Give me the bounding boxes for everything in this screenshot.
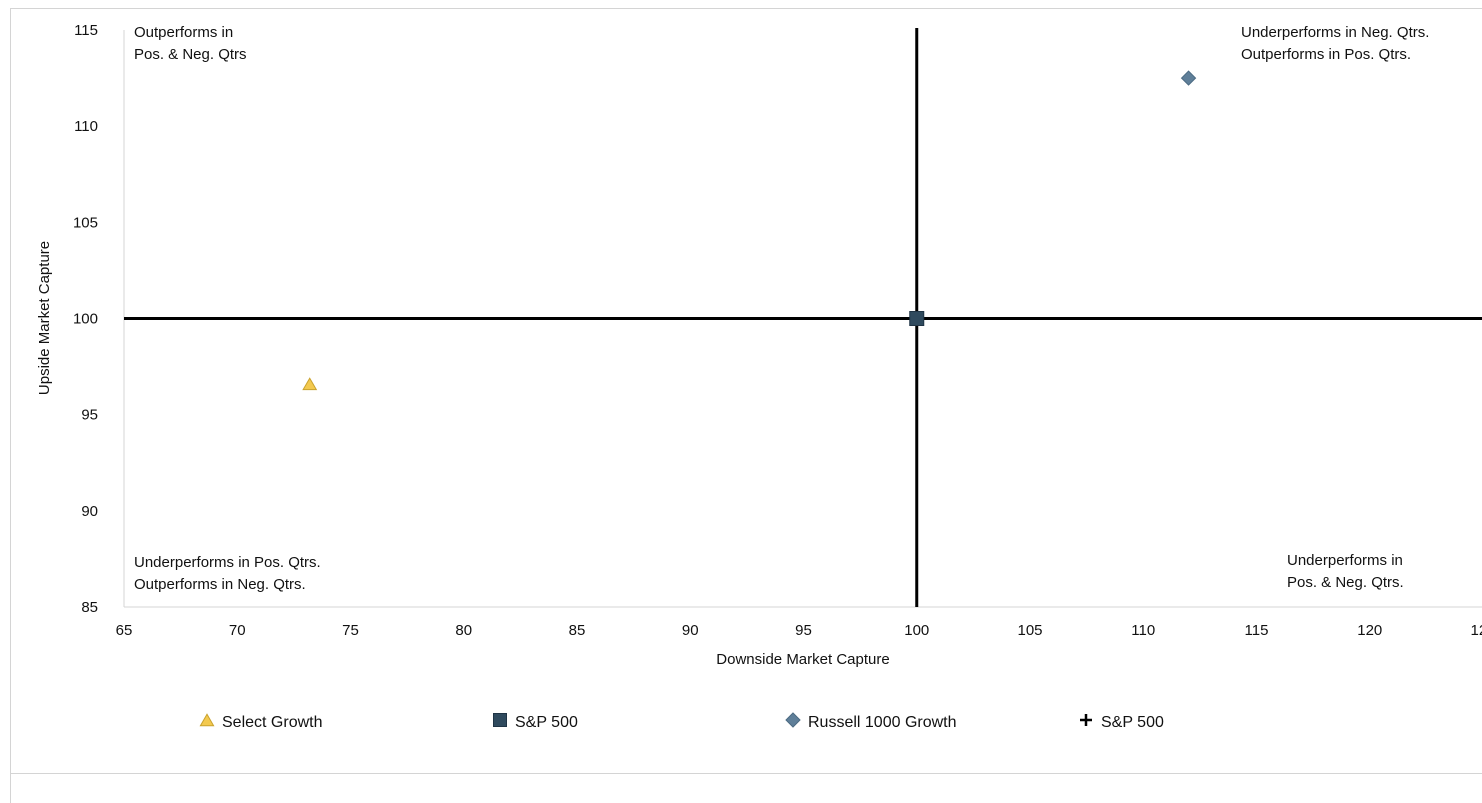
square-marker — [909, 311, 925, 326]
x-tick-labels: 65 70 75 80 85 90 95 100 105 110 115 120 125 — [116, 622, 1482, 639]
legend-label: S&P 500 — [515, 714, 578, 731]
x-tick-label: 120 — [1357, 622, 1382, 639]
x-tick-label: 80 — [455, 622, 472, 639]
quadrant-label-line: Pos. & Neg. Qtrs — [134, 46, 247, 63]
reference-lines — [124, 28, 1482, 607]
data-point — [909, 311, 925, 326]
y-tick-label: 110 — [74, 118, 98, 135]
y-tick-label: 85 — [81, 599, 98, 616]
legend-marker — [785, 712, 801, 728]
legend-marker — [1080, 714, 1092, 726]
legend-item: S&P 500 — [493, 713, 578, 731]
quadrant-label-top-right: Underperforms in Neg. Qtrs. Outperforms … — [1241, 24, 1434, 63]
quadrant-label-bottom-right: Underperforms in Pos. & Neg. Qtrs. — [1287, 552, 1407, 591]
quadrant-label-line: Outperforms in Pos. Qtrs. — [1241, 46, 1411, 63]
quadrant-label-bottom-left: Underperforms in Pos. Qtrs. Outperforms … — [134, 554, 325, 593]
x-tick-label: 105 — [1017, 622, 1042, 639]
y-tick-label: 100 — [73, 311, 98, 328]
x-axis-title: Downside Market Capture — [716, 651, 889, 668]
legend-item: Select Growth — [199, 713, 322, 731]
chart-frame — [10, 8, 1482, 803]
quadrant-label-line: Pos. & Neg. Qtrs. — [1287, 574, 1404, 591]
legend-label: Russell 1000 Growth — [808, 714, 957, 731]
quadrant-labels: Outperforms in Pos. & Neg. Qtrs Underper… — [134, 24, 1434, 593]
y-axis-title: Upside Market Capture — [36, 241, 53, 395]
quadrant-label-line: Underperforms in Neg. Qtrs. — [1241, 24, 1429, 41]
y-tick-label: 95 — [81, 407, 98, 424]
triangle-marker — [199, 713, 215, 727]
legend-marker — [199, 713, 215, 727]
diamond-marker — [1180, 70, 1197, 86]
y-tick-label: 105 — [73, 214, 98, 231]
square-marker — [493, 713, 507, 727]
x-tick-label: 75 — [342, 622, 359, 639]
triangle-marker — [302, 377, 318, 391]
legend: Select Growth S&P 500 Russell 1000 Growth S… — [199, 712, 1164, 731]
footer-divider — [10, 773, 1482, 774]
x-tick-label: 95 — [795, 622, 812, 639]
x-tick-label: 115 — [1245, 622, 1269, 639]
x-tick-label: 110 — [1131, 622, 1155, 639]
quadrant-label-top-left: Outperforms in Pos. & Neg. Qtrs — [134, 24, 247, 63]
y-tick-label: 90 — [81, 503, 98, 520]
x-tick-label: 70 — [229, 622, 246, 639]
y-tick-label: 115 — [74, 22, 98, 39]
diamond-marker — [785, 712, 801, 728]
legend-item: S&P 500 — [1080, 714, 1164, 731]
x-tick-label: 90 — [682, 622, 699, 639]
quadrant-label-line: Underperforms in Pos. Qtrs. — [134, 554, 321, 571]
x-tick-label: 100 — [904, 622, 929, 639]
x-tick-label: 65 — [116, 622, 133, 639]
data-point — [1180, 70, 1197, 86]
quadrant-label-line: Underperforms in — [1287, 552, 1403, 569]
data-point — [302, 377, 318, 391]
legend-label: S&P 500 — [1101, 714, 1164, 731]
quadrant-label-line: Outperforms in — [134, 24, 233, 41]
x-tick-label: 125 — [1470, 622, 1482, 639]
legend-item: Russell 1000 Growth — [785, 712, 957, 731]
legend-label: Select Growth — [222, 714, 322, 731]
x-tick-label: 85 — [569, 622, 586, 639]
legend-marker — [493, 713, 507, 727]
quadrant-label-line: Outperforms in Neg. Qtrs. — [134, 576, 306, 593]
data-points — [302, 70, 1197, 391]
y-tick-labels: 85 90 95 100 105 110 115 — [73, 22, 98, 616]
